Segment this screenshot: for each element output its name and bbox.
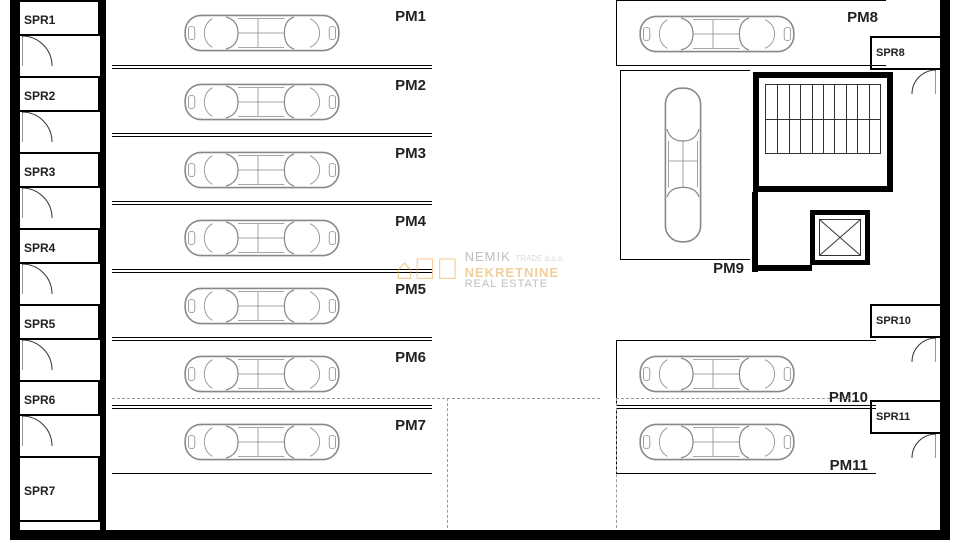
storage-room: SPR8	[870, 36, 940, 70]
car-icon	[182, 282, 342, 330]
storage-label: SPR4	[24, 241, 55, 255]
car-icon	[182, 146, 342, 194]
door-arc	[22, 416, 58, 452]
storage-label: SPR5	[24, 317, 55, 331]
parking-label: PM3	[395, 145, 426, 162]
storage-label: SPR2	[24, 89, 55, 103]
door-arc	[22, 264, 58, 300]
parking-space: PM11	[616, 408, 876, 474]
parking-space: PM7	[112, 408, 432, 474]
door-arc	[22, 36, 58, 72]
parking-label: PM8	[847, 9, 878, 26]
car-icon	[637, 350, 797, 398]
parking-space: PM4	[112, 204, 432, 270]
storage-label: SPR6	[24, 393, 55, 407]
door-arc	[22, 112, 58, 148]
parking-space: PM6	[112, 340, 432, 406]
stairwell	[753, 72, 893, 192]
parking-space: PM5	[112, 272, 432, 338]
parking-space: PM3	[112, 136, 432, 202]
storage-label: SPR7	[24, 484, 55, 498]
car-icon	[182, 9, 342, 57]
storage-room: SPR5	[20, 304, 100, 340]
storage-room: SPR11	[870, 400, 940, 434]
car-icon	[182, 78, 342, 126]
storage-label: SPR11	[876, 411, 910, 423]
parking-space: PM2	[112, 68, 432, 134]
storage-room: SPR6	[20, 380, 100, 416]
door-arc	[908, 70, 936, 98]
storage-room: SPR1	[20, 0, 100, 36]
parking-label: PM9	[713, 260, 744, 277]
car-icon	[637, 418, 797, 466]
guide-dash2	[616, 398, 850, 399]
parking-label: PM6	[395, 349, 426, 366]
storage-label: SPR8	[876, 47, 905, 59]
parking-label: PM4	[395, 213, 426, 230]
storage-label: SPR3	[24, 165, 55, 179]
guide-dash	[112, 398, 600, 399]
parking-space: PM9	[620, 70, 750, 260]
door-arc	[22, 340, 58, 376]
wall-seg	[752, 192, 758, 272]
guide-dash-v	[447, 398, 448, 528]
parking-space: PM1	[112, 0, 432, 66]
car-icon	[653, 85, 713, 245]
car-icon	[182, 350, 342, 398]
storage-room: SPR7	[20, 456, 100, 522]
storage-room: SPR10	[870, 304, 940, 338]
car-icon	[637, 10, 797, 58]
door-arc	[908, 338, 936, 366]
storage-room: SPR2	[20, 76, 100, 112]
storage-label: SPR1	[24, 13, 55, 27]
parking-label: PM5	[395, 281, 426, 298]
parking-space: PM8	[616, 0, 886, 66]
car-icon	[182, 214, 342, 262]
parking-label: PM1	[395, 8, 426, 25]
storage-label: SPR10	[876, 315, 911, 327]
floor-plan: SPR1 SPR2 SPR3 SPR4 SPR5 SPR6 SPR7 PM1 PM2	[10, 0, 950, 540]
parking-label: PM2	[395, 77, 426, 94]
parking-label: PM11	[830, 457, 868, 474]
guide-dash-v2	[616, 398, 617, 528]
parking-label: PM7	[395, 417, 426, 434]
elevator	[810, 210, 870, 265]
storage-room: SPR3	[20, 152, 100, 188]
door-arc	[908, 434, 936, 462]
car-icon	[182, 418, 342, 466]
storage-room: SPR4	[20, 228, 100, 264]
parking-space: PM10	[616, 340, 876, 406]
door-arc	[22, 188, 58, 224]
wall-seg2	[752, 265, 812, 271]
inner-wall-left	[100, 0, 106, 530]
